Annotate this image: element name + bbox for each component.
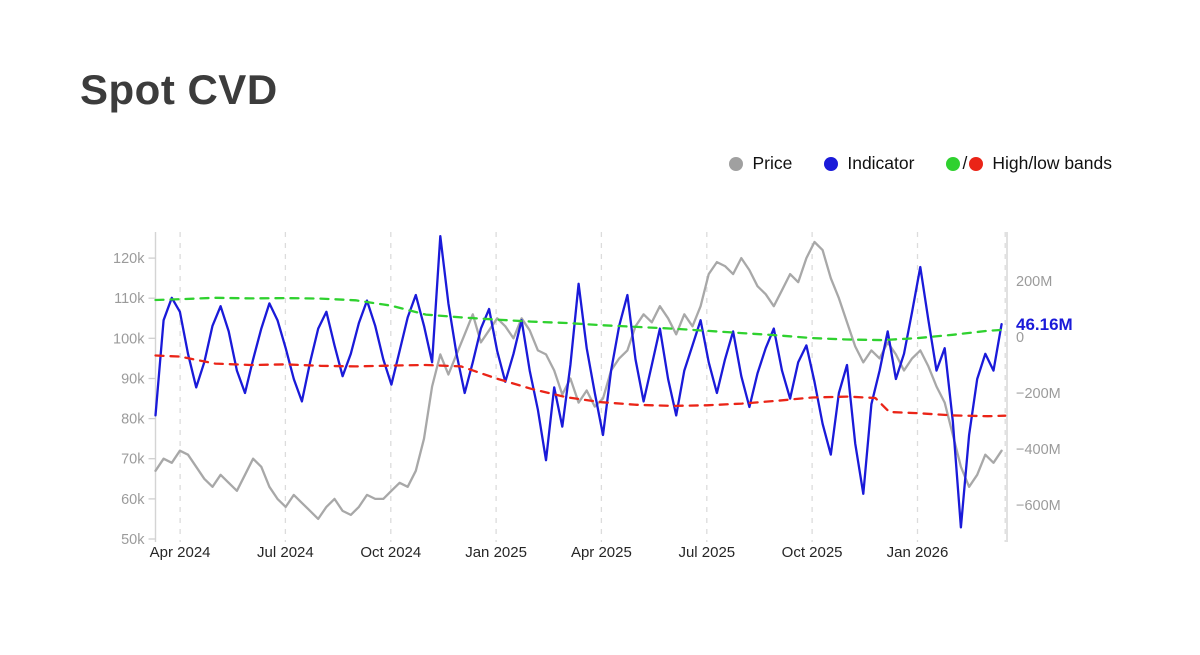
legend: Price Indicator / High/low bands [729,153,1112,174]
x-axis-label: Jan 2025 [465,544,527,561]
high-band-line [154,296,1007,342]
y-axis-label-left: 60k [121,492,145,508]
price-legend-dot-icon [729,156,744,171]
legend-item-indicator[interactable]: Indicator [824,153,914,174]
high-band-legend-dot-icon [946,156,961,171]
y-axis-label-right: −400M [1016,442,1061,458]
y-axis-label-left: 90k [121,372,145,388]
y-axis-label-left: 50k [121,532,145,548]
price-line [154,240,1003,521]
x-axis-label: Apr 2025 [571,544,632,561]
y-axis-label-left: 100k [113,331,145,347]
legend-item-price[interactable]: Price [729,153,792,174]
x-axis-label: Oct 2024 [360,544,421,561]
indicator-line [154,235,1003,529]
y-axis-label-right: 200M [1016,274,1052,290]
x-axis-label: Jan 2026 [887,544,949,561]
legend-label-bands: High/low bands [992,153,1112,173]
y-axis-label-left: 120k [113,251,145,267]
legend-item-bands[interactable]: / High/low bands [946,153,1112,174]
page-title: Spot CVD [80,66,278,113]
legend-label-price: Price [752,153,793,173]
y-axis-label-left: 70k [121,452,145,468]
y-axis-label-right: 0 [1016,330,1024,346]
low-band-line [154,354,1007,418]
y-axis-label-left: 110k [114,291,145,307]
y-axis-label-right: −600M [1016,498,1061,514]
y-axis-label-left: 80k [121,412,145,428]
x-axis-label: Jul 2024 [257,544,314,561]
x-axis-label: Oct 2025 [782,544,843,561]
low-band-legend-dot-icon [969,156,984,171]
x-axis-label: Apr 2024 [150,544,211,561]
x-axis-label: Jul 2025 [678,544,735,561]
legend-separator: / [962,153,968,173]
current-value-label: 46.16M [1016,315,1073,334]
legend-label-indicator: Indicator [847,153,915,173]
y-axis-label-right: −200M [1016,386,1061,402]
indicator-legend-dot-icon [824,156,839,171]
